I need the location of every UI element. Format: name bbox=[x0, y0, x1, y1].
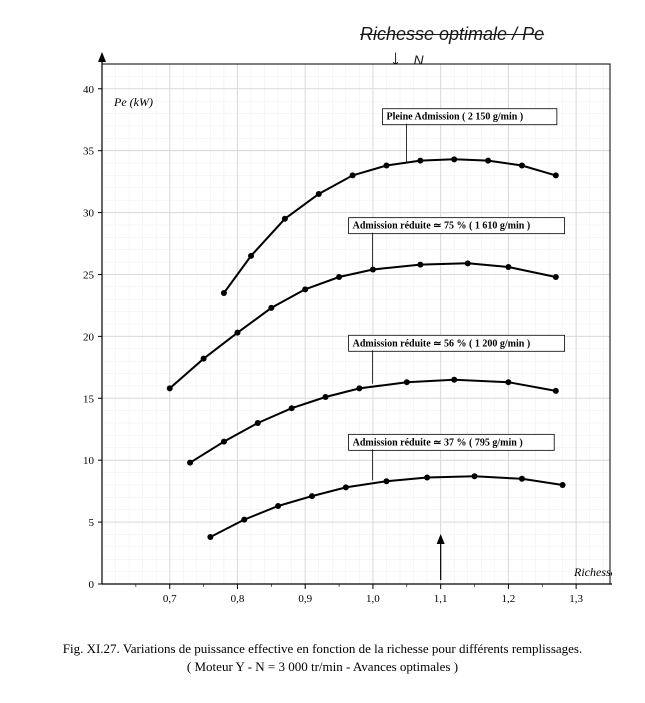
svg-text:1,1: 1,1 bbox=[434, 593, 448, 605]
svg-text:Admission réduite ≃ 75 % ( 1 6: Admission réduite ≃ 75 % ( 1 610 g/min ) bbox=[353, 221, 531, 232]
svg-text:Admission réduite ≃ 56 % ( 1 2: Admission réduite ≃ 56 % ( 1 200 g/min ) bbox=[353, 338, 531, 349]
svg-text:0,8: 0,8 bbox=[231, 593, 245, 605]
svg-text:1,3: 1,3 bbox=[569, 593, 583, 605]
svg-text:Pleine Admission ( 2 150 g/min: Pleine Admission ( 2 150 g/min ) bbox=[386, 112, 523, 123]
svg-text:Richesse: Richesse bbox=[573, 565, 612, 579]
svg-text:1,0: 1,0 bbox=[366, 593, 380, 605]
caption-line2: ( Moteur Y - N = 3 000 tr/min - Avances … bbox=[0, 658, 645, 676]
svg-text:0,9: 0,9 bbox=[298, 593, 312, 605]
power-richness-chart: 0 5 10 15 20 25 30 35 40 Pe (kW) 0,7 0,8 0,9 1,0 1,1 1,… bbox=[42, 36, 612, 626]
svg-text:40: 40 bbox=[83, 84, 95, 96]
svg-text:Admission réduite ≃ 37 % ( 795: Admission réduite ≃ 37 % ( 795 g/min ) bbox=[353, 437, 523, 448]
svg-text:25: 25 bbox=[83, 269, 95, 281]
page-root: Richesse optimale / Pe ↓ N constante 051… bbox=[0, 0, 645, 703]
svg-text:0,7: 0,7 bbox=[163, 593, 177, 605]
figure-caption: Fig. XI.27. Variations de puissance effe… bbox=[0, 640, 645, 676]
svg-text:Pe (kW): Pe (kW) bbox=[113, 95, 153, 109]
svg-text:15: 15 bbox=[83, 393, 95, 405]
chart-container: 0 5 10 15 20 25 30 35 40 Pe (kW) 0,7 0,8 0,9 1,0 1,1 1,… bbox=[42, 36, 612, 631]
caption-line1: Fig. XI.27. Variations de puissance effe… bbox=[63, 641, 583, 656]
svg-text:20: 20 bbox=[83, 331, 95, 343]
svg-text:30: 30 bbox=[83, 208, 95, 220]
svg-text:1,2: 1,2 bbox=[502, 593, 516, 605]
svg-text:10: 10 bbox=[83, 455, 95, 467]
svg-text:5: 5 bbox=[89, 517, 95, 529]
svg-text:35: 35 bbox=[83, 146, 95, 158]
svg-text:0: 0 bbox=[89, 579, 95, 591]
